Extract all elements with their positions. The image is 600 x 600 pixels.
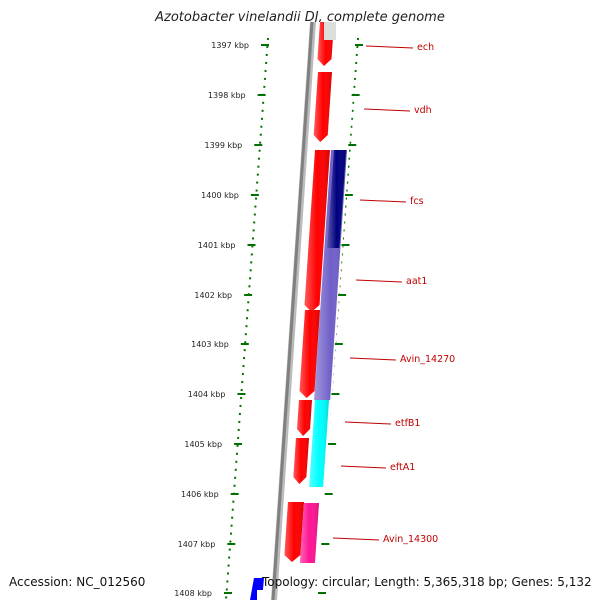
cds-feature-shading	[304, 150, 330, 312]
kbp-label: 1405 kbp	[184, 440, 222, 449]
gene-leader-line	[359, 199, 407, 203]
inner-dotted-guide	[225, 37, 269, 600]
kbp-label: 1404 kbp	[188, 390, 226, 399]
cds-feature-shading	[309, 400, 329, 487]
cds-feature-shading	[297, 400, 312, 436]
gene-leader-line	[363, 108, 411, 112]
topology-label: Topology: circular; Length: 5,365,318 bp…	[262, 575, 592, 589]
gene-leader-line	[355, 279, 403, 283]
gene-label[interactable]: Avin_14270	[400, 354, 455, 365]
gene-label[interactable]: fcs	[410, 196, 424, 207]
map-title: Azotobacter vinelandii DJ, complete geno…	[155, 10, 445, 25]
kbp-label: 1406 kbp	[181, 490, 219, 499]
kbp-label: 1399 kbp	[205, 141, 243, 150]
cds-feature-shading	[284, 502, 304, 562]
cds-feature-shading	[313, 72, 332, 142]
kbp-label: 1408 kbp	[174, 589, 212, 598]
gene-leader-line	[332, 537, 380, 541]
kbp-label: 1403 kbp	[191, 340, 229, 349]
gene-label[interactable]: Avin_14300	[383, 534, 438, 545]
cds-feature-shading	[299, 310, 320, 398]
cds-feature-blue-notch	[257, 590, 263, 600]
gene-leader-line	[344, 421, 392, 425]
gene-leader-line	[365, 45, 414, 49]
cds-feature-shading	[293, 438, 309, 484]
feature-fragment	[324, 22, 336, 40]
accession-label: Accession: NC_012560	[9, 575, 146, 589]
cds-feature-shading	[327, 150, 346, 248]
kbp-label: 1402 kbp	[194, 291, 232, 300]
kbp-label: 1398 kbp	[208, 91, 246, 100]
gene-label[interactable]: aat1	[406, 276, 427, 287]
kbp-label: 1401 kbp	[198, 241, 236, 250]
gene-label[interactable]: eftA1	[390, 462, 415, 473]
gene-label[interactable]: ech	[417, 42, 434, 53]
cds-feature-shading	[299, 503, 319, 563]
backbone-line	[271, 21, 314, 600]
gene-label[interactable]: vdh	[414, 105, 432, 116]
gene-leader-line	[340, 465, 387, 469]
gene-label[interactable]: etfB1	[395, 418, 420, 429]
kbp-label: 1407 kbp	[178, 540, 216, 549]
kbp-label: 1400 kbp	[201, 191, 239, 200]
kbp-label: 1397 kbp	[211, 41, 249, 50]
gene-leader-line	[349, 357, 397, 361]
